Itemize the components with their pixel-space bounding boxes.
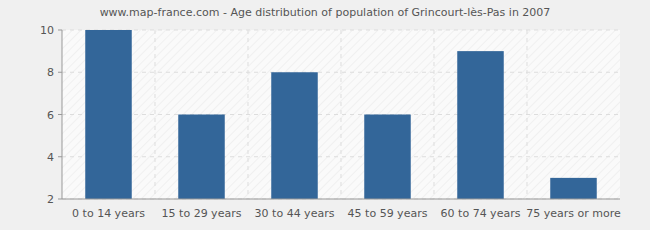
- y-axis: [62, 30, 63, 199]
- bar: [271, 72, 318, 199]
- grid-line-x: [341, 30, 342, 199]
- tick-mark: [58, 114, 62, 115]
- bar: [178, 115, 225, 200]
- x-tick-label: 30 to 44 years: [255, 207, 335, 220]
- bar: [85, 30, 132, 199]
- x-tick-label: 60 to 74 years: [441, 207, 521, 220]
- tick-mark: [58, 199, 62, 200]
- bar: [550, 178, 597, 199]
- bars: [85, 30, 597, 199]
- x-tick-label: 15 to 29 years: [162, 207, 242, 220]
- grid-line: [62, 199, 620, 200]
- bar: [457, 51, 504, 199]
- y-tick-label: 8: [47, 66, 54, 79]
- y-tick-label: 6: [47, 109, 54, 122]
- grid-line-x: [248, 30, 249, 199]
- grid-line: [62, 114, 620, 115]
- y-tick-label: 10: [40, 24, 54, 37]
- background: [0, 0, 650, 230]
- chart: www.map-france.com - Age distribution of…: [0, 0, 650, 230]
- grid-line-x: [155, 30, 156, 199]
- bar: [364, 115, 411, 200]
- grid-line: [62, 156, 620, 157]
- plot-area: [62, 30, 620, 199]
- tick-mark: [58, 72, 62, 73]
- y-tick-label: 2: [47, 193, 54, 206]
- x-tick-label: 45 to 59 years: [348, 207, 428, 220]
- grid-line-x: [434, 30, 435, 199]
- tick-mark: [58, 30, 62, 31]
- x-axis: [62, 199, 620, 200]
- title: www.map-france.com - Age distribution of…: [100, 6, 551, 19]
- x-tick-label: 75 years or more: [526, 207, 621, 220]
- y-tick-label: 4: [47, 151, 54, 164]
- x-tick-label: 0 to 14 years: [72, 207, 145, 220]
- tick-mark: [58, 156, 62, 157]
- grid-line-x: [527, 30, 528, 199]
